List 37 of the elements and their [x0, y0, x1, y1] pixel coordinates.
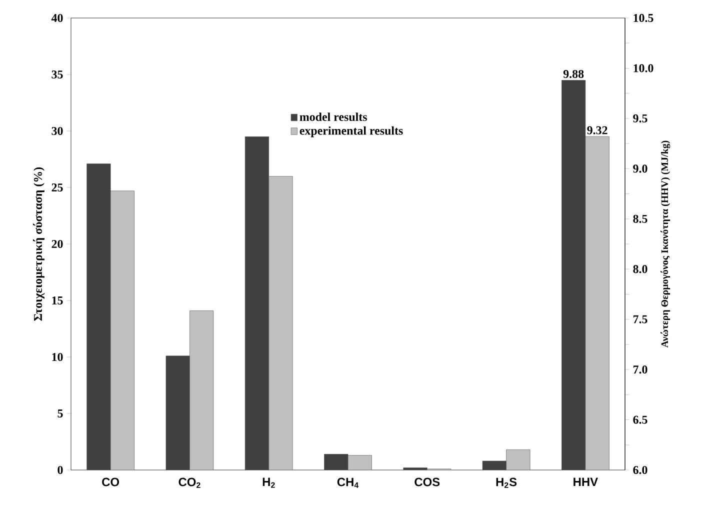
bar: [268, 176, 293, 470]
y-tick-label: 10: [52, 352, 63, 362]
data-label: 9.88: [563, 70, 584, 78]
y-tick-label: 0: [58, 466, 63, 474]
y-tick-label: 40: [51, 14, 63, 22]
y-tick-label: 25: [52, 183, 63, 192]
y-tick-label: 5: [58, 410, 63, 418]
y2-tick-label: 9.0: [633, 164, 648, 173]
y2-tick-label: 10.0: [634, 64, 654, 72]
x-tick-label: CO: [102, 478, 120, 486]
y2-tick-label: 7.5: [633, 315, 648, 324]
y-tick-label: 20: [52, 240, 63, 248]
legend-label: experimental results: [300, 126, 403, 138]
bar: [506, 450, 530, 470]
y2-tick-label: 9.5: [633, 114, 648, 122]
y2-tick-label: 8.5: [633, 214, 648, 223]
x-tick-label: COS: [414, 478, 440, 486]
bar: [110, 190, 134, 470]
bar: [348, 455, 372, 470]
y-axis-title: Στοιχειομετρική σύσταση (%): [32, 167, 44, 321]
y-tick-label: 15: [52, 296, 63, 304]
legend-label: model results: [300, 112, 367, 122]
y-tick-label: 35: [52, 70, 63, 79]
x-tick-label: CH$_{4}$: [337, 478, 359, 488]
x-tick-label: H$_{2}$S: [496, 478, 517, 488]
y2-tick-label: 8.0: [633, 265, 648, 274]
x-tick-label: HHV: [574, 478, 598, 486]
y2-tick-label: 7.0: [633, 365, 648, 374]
y-tick-label: 30: [52, 126, 63, 136]
y2-axis-title: Ανώτερη Θερμογόνος Ικανότητα (HHV) (MJ/kg): [660, 140, 670, 348]
x-tick-label: H$_{2}$: [262, 478, 275, 488]
y2-tick-label: 6.5: [633, 416, 648, 424]
y2-tick-label: 10.5: [634, 14, 654, 22]
bar: [190, 310, 214, 470]
x-tick-label: CO$_{2}$: [178, 478, 200, 488]
data-label: 9.32: [587, 126, 608, 134]
y2-tick-label: 6.0: [633, 466, 648, 474]
